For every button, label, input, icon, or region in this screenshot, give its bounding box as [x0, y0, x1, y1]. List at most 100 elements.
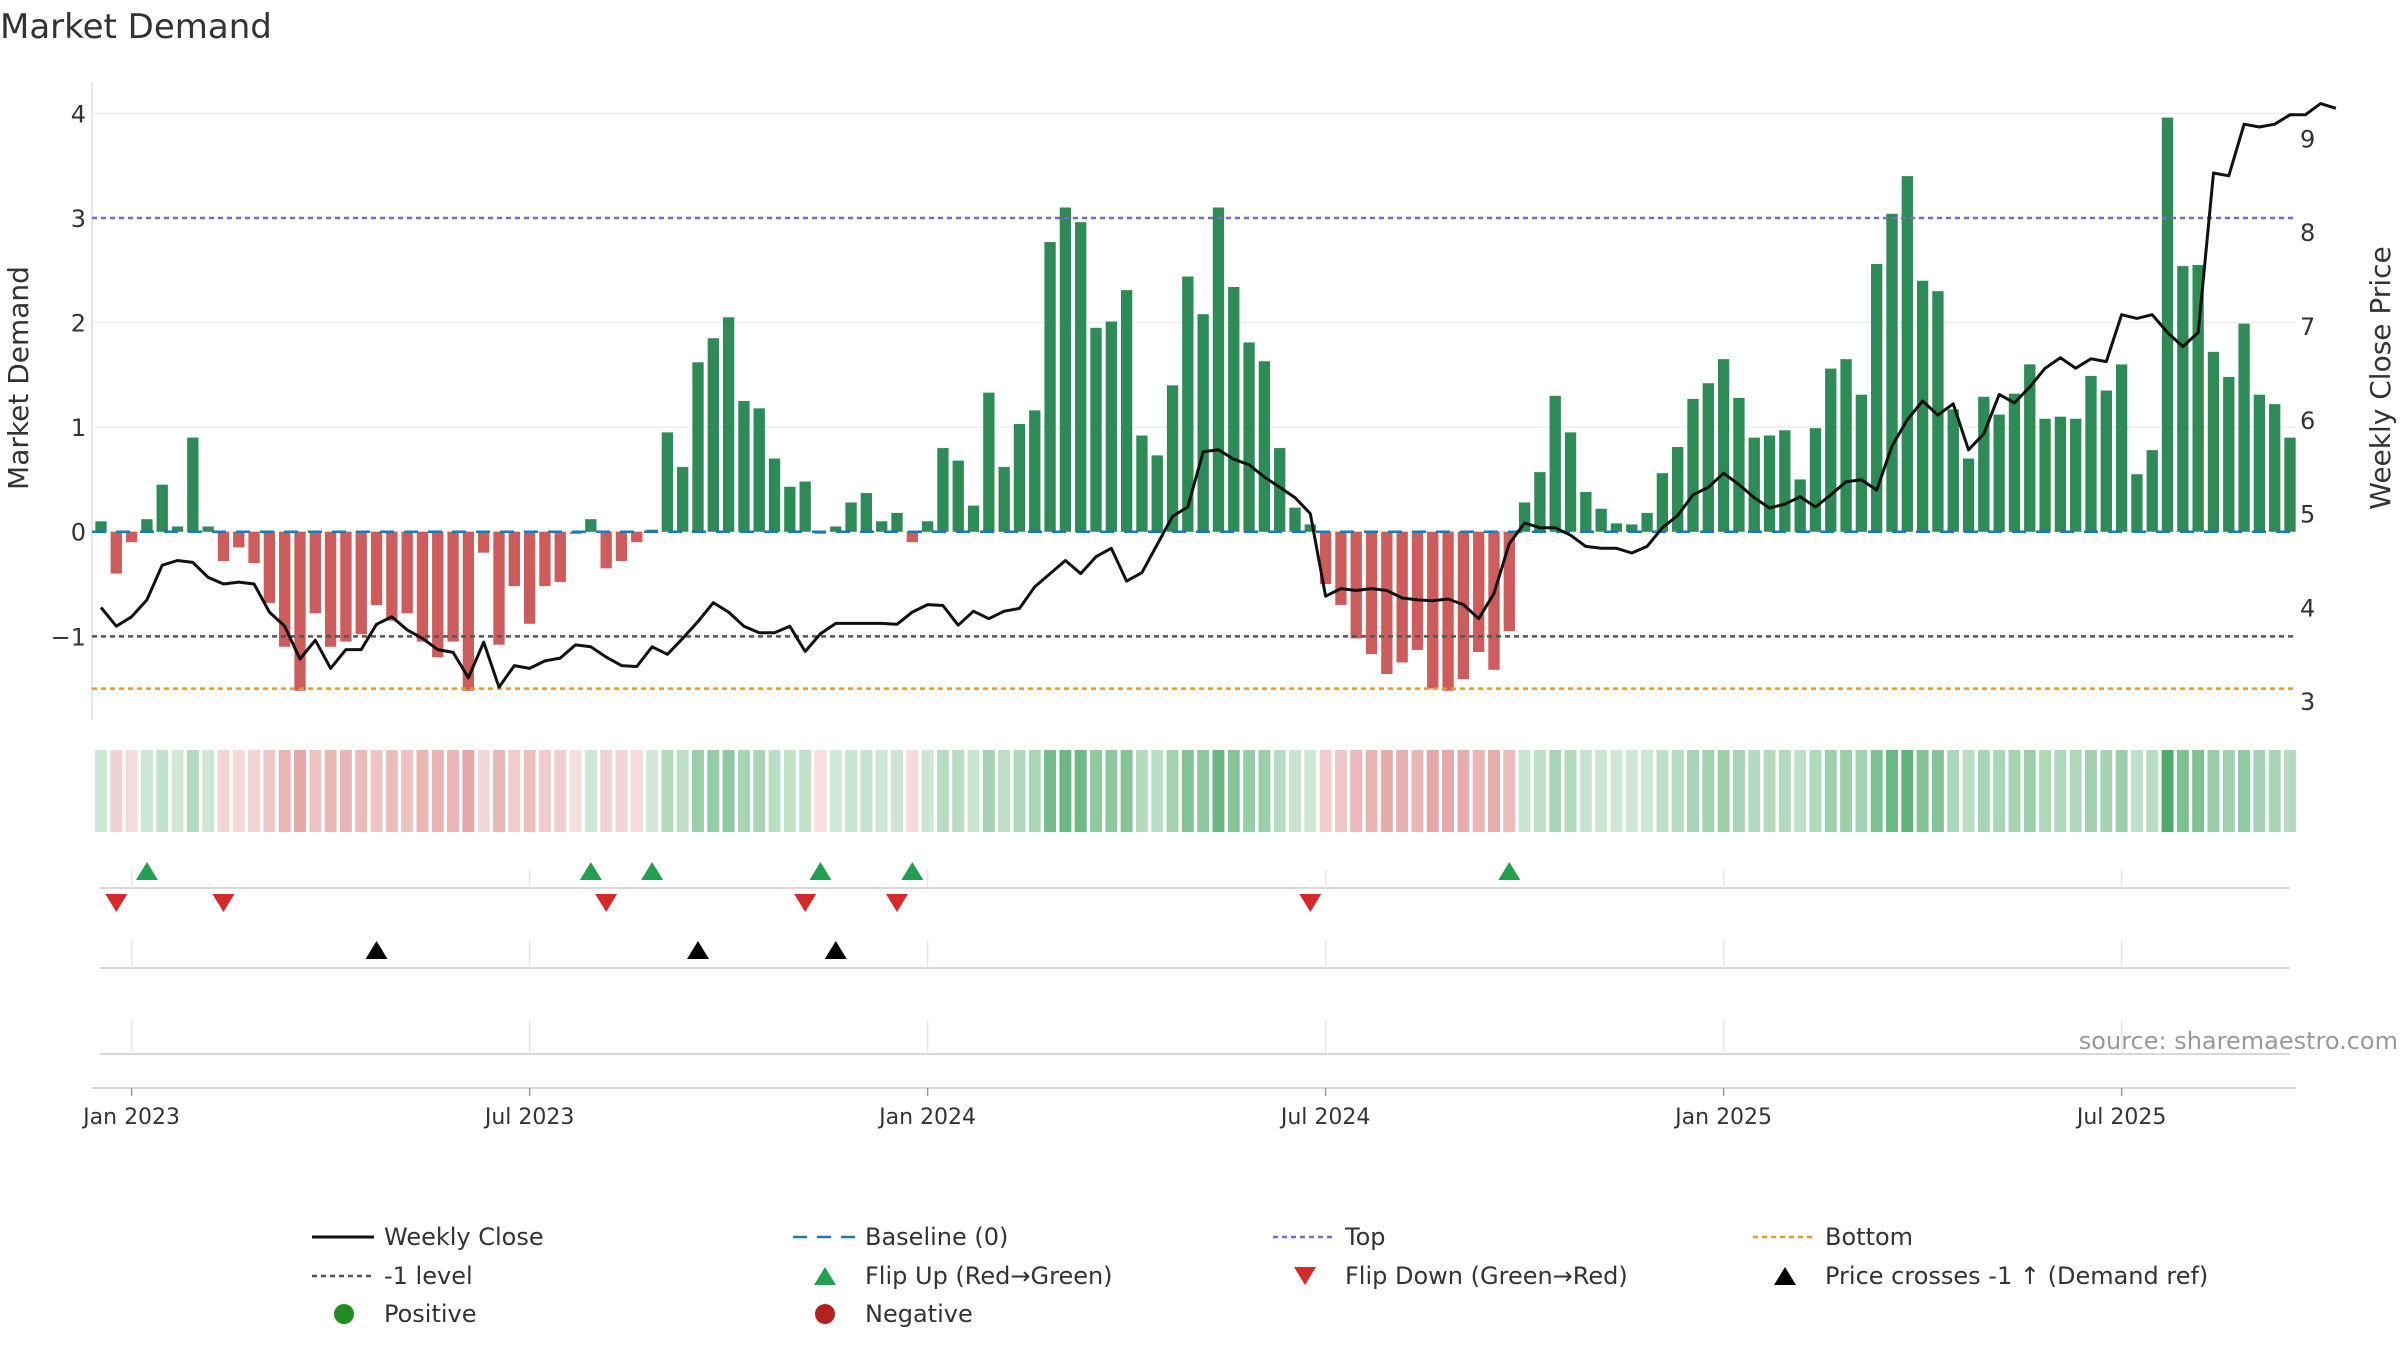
heat-cell: [1916, 750, 1929, 832]
demand-bar: [1779, 430, 1791, 532]
price-cross-marker: [365, 941, 388, 959]
heat-cell: [722, 750, 735, 832]
heat-cell: [217, 750, 230, 832]
heat-cell: [1166, 750, 1179, 832]
demand-bar: [2269, 404, 2281, 532]
demand-bar: [615, 531, 628, 562]
heat-cell: [952, 750, 965, 832]
heat-cell: [1870, 750, 1883, 832]
heat-cell: [1595, 750, 1608, 832]
flip-up-marker: [809, 862, 832, 880]
demand-bar: [845, 502, 857, 532]
demand-bar: [340, 531, 352, 642]
demand-bar: [1610, 523, 1623, 532]
demand-bar: [1702, 383, 1714, 532]
demand-bar: [2070, 418, 2082, 532]
demand-bar: [1595, 508, 1607, 532]
heat-cell: [569, 750, 582, 832]
heat-cell: [1855, 750, 1868, 832]
demand-bar: [921, 521, 934, 532]
heat-cell: [2146, 750, 2159, 832]
weekly-close-line: [99, 102, 2337, 689]
heat-cell: [2192, 750, 2205, 832]
demand-bar: [1932, 291, 1944, 532]
demand-bar: [1717, 359, 1730, 532]
x-axis: Jan 2023 Jul 2023 Jan 2024 Jul 2024 Jan 2025…: [81, 870, 2166, 1130]
heat-cell: [768, 750, 781, 832]
heat-cell: [1059, 750, 1072, 832]
x-tick-label: Jan 2024: [877, 1105, 976, 1130]
demand-bar: [1105, 321, 1117, 532]
heat-cell: [278, 750, 291, 832]
x-tick-label: Jul 2024: [1279, 1105, 1371, 1130]
demand-bar: [1090, 327, 1102, 532]
heat-cell: [661, 750, 674, 832]
y-tick-right: 3: [2300, 688, 2315, 716]
flip-up-marker: [579, 862, 602, 880]
heat-cell: [2069, 750, 2082, 832]
flip-down-marker: [1299, 894, 1322, 912]
demand-bar: [125, 531, 138, 543]
heat-cell: [2130, 750, 2143, 832]
demand-bar: [600, 531, 612, 569]
demand-bar: [2008, 393, 2021, 532]
demand-bar: [2085, 375, 2097, 532]
demand-bar: [2177, 266, 2189, 532]
price-cross-marker: [824, 941, 847, 959]
heat-cell: [1319, 750, 1332, 832]
demand-bar: [1656, 473, 1669, 532]
demand-bar: [1044, 242, 1056, 532]
demand-bar: [1626, 524, 1638, 532]
heat-cell: [584, 750, 597, 832]
heat-cell: [1824, 750, 1837, 832]
heat-cell: [1044, 750, 1057, 832]
demand-bar: [279, 531, 291, 647]
heat-cell: [1120, 750, 1133, 832]
demand-bar: [1855, 394, 1868, 532]
demand-bar: [233, 531, 245, 548]
demand-bar: [1166, 385, 1179, 532]
demand-bar: [1503, 531, 1515, 632]
heat-cell: [1886, 750, 1898, 832]
heat-cell: [1350, 750, 1363, 832]
demand-bar: [906, 531, 918, 543]
flip-up-marker: [135, 862, 158, 880]
heat-cell: [202, 750, 215, 832]
heat-cell: [1135, 750, 1148, 832]
heat-cell: [1212, 750, 1225, 832]
heat-cell: [554, 750, 567, 832]
demand-bar: [1335, 531, 1347, 605]
heat-cell: [1809, 750, 1822, 832]
demand-bar: [952, 460, 964, 532]
y-tick-right: 6: [2300, 407, 2315, 435]
heat-cell: [1702, 750, 1715, 832]
demand-bar: [1075, 222, 1087, 532]
heat-cell: [538, 750, 551, 832]
legend-label: Flip Down (Green→Red): [1345, 1262, 1628, 1290]
x-tick-label: Jul 2023: [483, 1105, 575, 1130]
demand-bar: [692, 362, 704, 532]
demand-bar: [1136, 435, 1148, 532]
flip-down-marker: [212, 894, 235, 912]
event-markers: [100, 862, 2290, 1055]
heat-cell: [324, 750, 337, 832]
y-axis-label-right: Weekly Close Price: [2364, 246, 2397, 509]
heat-cell: [1671, 750, 1684, 832]
demand-bar: [1901, 176, 1913, 532]
heat-cell: [1687, 750, 1699, 832]
demand-bar: [2100, 390, 2112, 532]
heat-cell: [845, 750, 858, 832]
demand-bar: [554, 531, 566, 582]
heat-cell: [998, 750, 1011, 832]
demand-bar: [1886, 213, 1898, 532]
demand-bar: [1687, 398, 1699, 532]
heat-cell: [447, 750, 460, 832]
heat-cell: [1518, 750, 1531, 832]
heat-cell: [1533, 750, 1546, 832]
heat-cell: [2284, 750, 2296, 832]
y-tick-left: 3: [71, 205, 86, 233]
heat-cell: [232, 750, 245, 832]
demand-bar: [401, 531, 413, 614]
legend-swatch: [815, 1304, 835, 1324]
demand-bar: [1120, 290, 1133, 532]
